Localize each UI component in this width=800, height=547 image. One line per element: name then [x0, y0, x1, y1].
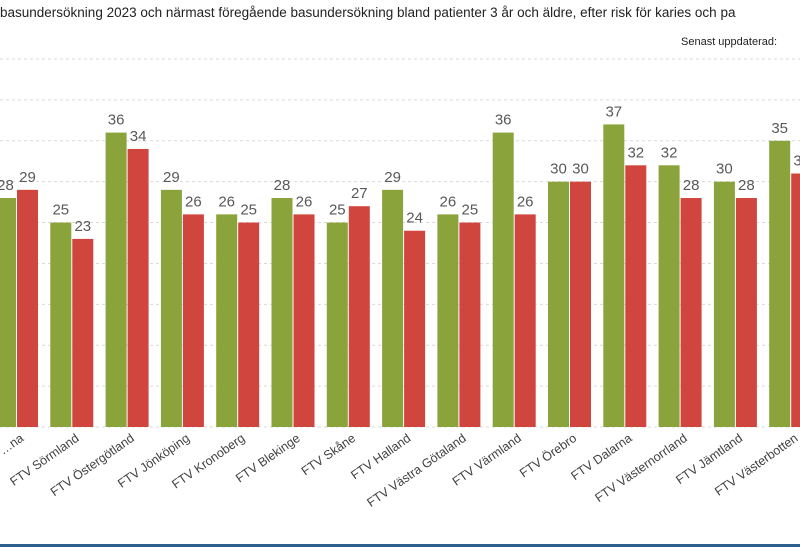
- data-label: 24: [406, 210, 423, 227]
- bar-series-1: [50, 222, 72, 427]
- bar-series-2: [735, 198, 757, 427]
- data-label: 32: [661, 144, 678, 161]
- category-label: …na: [0, 431, 26, 458]
- data-label: 32: [627, 144, 644, 161]
- bar-series-1: [713, 181, 735, 427]
- data-label: 36: [108, 112, 125, 129]
- data-label: 26: [185, 193, 202, 210]
- bar-series-2: [570, 181, 591, 427]
- bar-series-2: [514, 214, 536, 427]
- data-label: 28: [683, 177, 700, 194]
- bar-series-2: [348, 206, 370, 427]
- bar-series-2: [17, 189, 38, 427]
- bar-series-2: [680, 198, 702, 427]
- bar-series-2: [293, 214, 315, 427]
- data-label: 28: [0, 177, 14, 194]
- data-label: 25: [462, 202, 479, 219]
- last-updated-label: Senast uppdaterad:: [681, 36, 778, 48]
- data-label: 30: [572, 161, 589, 178]
- category-label: FTV Västernorrland: [592, 431, 689, 505]
- data-label: 29: [19, 169, 36, 186]
- data-label: 26: [517, 193, 534, 210]
- chart-title: basundersökning 2023 och närmast föregåe…: [0, 5, 736, 20]
- data-label: 25: [329, 202, 346, 219]
- bar-series-1: [216, 214, 238, 427]
- data-label: 35: [771, 120, 788, 137]
- bar-series-1: [603, 124, 625, 427]
- bar-series-2: [238, 222, 260, 427]
- bar-series-1: [160, 189, 182, 427]
- data-label: 31: [793, 152, 800, 169]
- bar-series-1: [105, 132, 127, 427]
- data-label: 29: [163, 169, 180, 186]
- bar-series-1: [0, 198, 16, 427]
- data-label: 27: [351, 185, 368, 202]
- bar-series-2: [72, 238, 94, 427]
- bar-series-2: [182, 214, 204, 427]
- data-label: 26: [440, 193, 457, 210]
- bar-series-1: [326, 222, 348, 427]
- bar-series-1: [437, 214, 459, 427]
- bar-series-2: [791, 173, 800, 427]
- bar-series-2: [625, 165, 647, 428]
- data-label: 28: [274, 177, 291, 194]
- category-label: FTV Västra Götaland: [364, 431, 468, 510]
- data-label: 29: [384, 169, 401, 186]
- data-label: 36: [495, 112, 512, 129]
- data-label: 30: [550, 161, 567, 178]
- data-label: 26: [218, 193, 235, 210]
- bar-series-1: [382, 189, 404, 427]
- bar-series-1: [271, 198, 293, 427]
- data-label: 37: [605, 103, 622, 120]
- data-label: 34: [130, 128, 147, 145]
- bar-series-2: [459, 222, 481, 427]
- data-label: 23: [74, 218, 91, 235]
- bar-series-2: [404, 230, 426, 427]
- data-label: 30: [716, 161, 733, 178]
- bar-series-1: [769, 140, 791, 427]
- bar-series-1: [658, 165, 680, 428]
- bar-series-1: [548, 181, 569, 427]
- data-label: 25: [52, 202, 69, 219]
- data-label: 26: [296, 193, 313, 210]
- data-label: 28: [738, 177, 755, 194]
- bar-series-2: [127, 148, 149, 427]
- data-label: 25: [240, 202, 257, 219]
- bar-series-1: [492, 132, 514, 427]
